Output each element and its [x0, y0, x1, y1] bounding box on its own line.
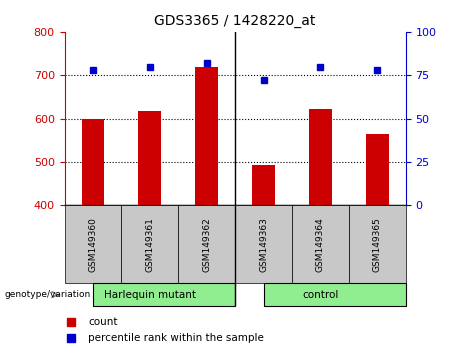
Text: GSM149362: GSM149362 — [202, 217, 211, 272]
Text: count: count — [89, 317, 118, 327]
FancyBboxPatch shape — [121, 205, 178, 283]
FancyBboxPatch shape — [292, 205, 349, 283]
Title: GDS3365 / 1428220_at: GDS3365 / 1428220_at — [154, 14, 316, 28]
FancyBboxPatch shape — [264, 283, 406, 306]
Text: genotype/variation: genotype/variation — [5, 290, 91, 299]
Text: percentile rank within the sample: percentile rank within the sample — [89, 333, 264, 343]
Bar — [366, 134, 389, 205]
FancyBboxPatch shape — [178, 205, 235, 283]
Bar — [309, 109, 332, 205]
Bar — [138, 111, 161, 205]
Text: GSM149360: GSM149360 — [89, 217, 97, 272]
FancyBboxPatch shape — [93, 283, 235, 306]
Text: GSM149365: GSM149365 — [373, 217, 382, 272]
Text: GSM149364: GSM149364 — [316, 217, 325, 272]
Text: Harlequin mutant: Harlequin mutant — [104, 290, 196, 300]
Bar — [195, 67, 218, 205]
Text: control: control — [302, 290, 338, 300]
Bar — [82, 119, 104, 205]
Text: GSM149363: GSM149363 — [259, 217, 268, 272]
FancyBboxPatch shape — [235, 205, 292, 283]
FancyBboxPatch shape — [349, 205, 406, 283]
FancyBboxPatch shape — [65, 205, 121, 283]
Text: GSM149361: GSM149361 — [145, 217, 154, 272]
Bar — [252, 165, 275, 205]
